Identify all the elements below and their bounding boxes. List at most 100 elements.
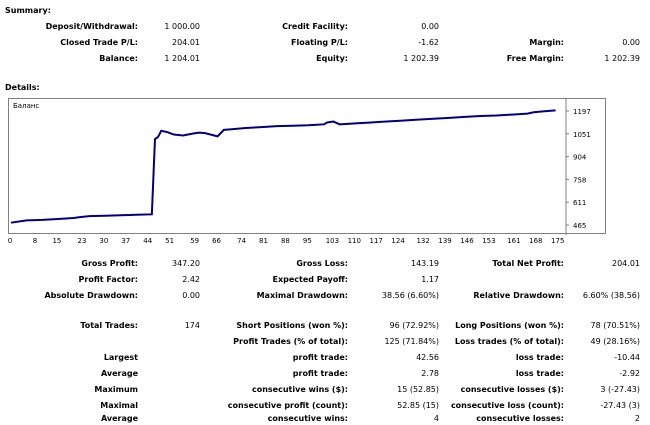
x-tick-label: 95 — [302, 237, 312, 245]
margin-value: 0.00 — [622, 38, 640, 47]
x-tick-label: 23 — [77, 237, 87, 245]
floating-value: -1.62 — [418, 38, 439, 47]
average-loss-label: loss trade: — [515, 369, 564, 378]
max-drawdown-value: 38.56 (6.60%) — [381, 291, 439, 300]
gross-profit-value: 347.20 — [172, 259, 200, 268]
x-tick-label: 161 — [507, 237, 521, 245]
largest-profit-label: profit trade: — [292, 353, 348, 362]
y-tick-label: 904 — [573, 154, 587, 162]
max-cons-losses-value: 3 (-27.43) — [600, 385, 640, 394]
average-profit-value: 2.78 — [421, 369, 439, 378]
x-tick-label: 103 — [325, 237, 340, 245]
x-tick-label: 132 — [416, 237, 430, 245]
balance-chart-svg: Баланс 465 611 758 904 1051 1197 — [10, 99, 591, 235]
average-label: Average — [100, 369, 138, 378]
expected-payoff-value: 1.17 — [421, 275, 439, 284]
y-tick-label: 758 — [573, 176, 586, 184]
equity-value: 1 202.39 — [403, 54, 439, 63]
net-profit-value: 204.01 — [612, 259, 640, 268]
balance-label: Balance: — [99, 54, 138, 63]
largest-loss-label: loss trade: — [515, 353, 564, 362]
details-title: Details: — [5, 83, 40, 92]
expected-payoff-label: Expected Payoff: — [272, 275, 348, 284]
abs-drawdown-value: 0.00 — [182, 291, 200, 300]
x-tick-label: 168 — [529, 237, 543, 245]
closed-pl-label: Closed Trade P/L: — [60, 38, 138, 47]
x-tick-label: 110 — [347, 237, 361, 245]
free-margin-value: 1 202.39 — [604, 54, 640, 63]
x-tick-label: 175 — [551, 237, 565, 245]
largest-loss-value: -10.44 — [614, 353, 640, 362]
x-tick-label: 146 — [460, 237, 474, 245]
long-positions-value: 78 (70.51%) — [590, 321, 640, 330]
maximum-label: Maximum — [94, 385, 138, 394]
gross-profit-label: Gross Profit: — [81, 259, 138, 268]
max-cons-wins-label: consecutive wins ($): — [251, 385, 348, 394]
x-tick-label: 74 — [237, 237, 247, 245]
average-cons-label: Average — [100, 414, 138, 423]
long-positions-label: Long Positions (won %): — [455, 321, 564, 330]
legend-series-label: Баланс — [13, 102, 39, 110]
margin-label: Margin: — [529, 38, 564, 47]
profit-trades-label: Profit Trades (% of total): — [233, 337, 348, 346]
abs-drawdown-label: Absolute Drawdown: — [44, 291, 138, 300]
y-tick-label: 1197 — [573, 108, 591, 116]
x-tick-label: 88 — [280, 237, 290, 245]
average-profit-label: profit trade: — [292, 369, 348, 378]
profit-factor-value: 2.42 — [182, 275, 200, 284]
x-tick-label: 0 — [7, 237, 13, 245]
loss-trades-value: 49 (28.16%) — [590, 337, 640, 346]
y-tick-label: 1051 — [573, 131, 591, 139]
balance-value: 1 204.01 — [164, 54, 200, 63]
avg-cons-wins-value: 4 — [433, 414, 439, 423]
maximal-label: Maximal — [100, 401, 138, 410]
max-drawdown-label: Maximal Drawdown: — [256, 291, 348, 300]
profit-trades-value: 125 (71.84%) — [384, 337, 439, 346]
x-tick-label: 139 — [438, 237, 452, 245]
x-tick-label: 15 — [52, 237, 62, 245]
x-tick-label: 44 — [143, 237, 153, 245]
x-tick-label: 30 — [99, 237, 109, 245]
maximal-cons-loss-value: -27.43 (3) — [600, 401, 640, 410]
x-tick-label: 153 — [482, 237, 496, 245]
short-positions-label: Short Positions (won %): — [236, 321, 348, 330]
x-tick-label: 59 — [190, 237, 200, 245]
x-tick-label: 124 — [391, 237, 405, 245]
average-loss-value: -2.92 — [619, 369, 640, 378]
summary-title: Summary: — [5, 6, 51, 15]
maximal-cons-profit-label: consecutive profit (count): — [227, 401, 348, 410]
largest-label: Largest — [103, 353, 138, 362]
x-tick-label: 51 — [165, 237, 175, 245]
avg-cons-losses-value: 2 — [634, 414, 640, 423]
short-positions-value: 96 (72.92%) — [389, 321, 439, 330]
profit-factor-label: Profit Factor: — [78, 275, 138, 284]
y-tick-label: 465 — [573, 222, 586, 230]
avg-cons-losses-label: consecutive losses: — [476, 414, 564, 423]
x-tick-label: 117 — [369, 237, 383, 245]
credit-label: Credit Facility: — [282, 22, 348, 31]
net-profit-label: Total Net Profit: — [492, 259, 564, 268]
y-tick-label: 611 — [573, 199, 586, 207]
total-trades-value: 174 — [184, 321, 200, 330]
free-margin-label: Free Margin: — [506, 54, 564, 63]
balance-chart: Баланс 465 611 758 904 1051 1197 — [8, 98, 606, 235]
gross-loss-label: Gross Loss: — [296, 259, 348, 268]
balance-series-line — [10, 109, 556, 224]
rel-drawdown-value: 6.60% (38.56) — [582, 291, 640, 300]
x-tick-label: 37 — [121, 237, 131, 245]
max-cons-losses-label: consecutive losses ($): — [460, 385, 564, 394]
deposit-value: 1 000.00 — [164, 22, 200, 31]
maximal-cons-profit-value: 52.85 (15) — [397, 401, 439, 410]
avg-cons-wins-label: consecutive wins: — [267, 414, 348, 423]
x-tick-label: 66 — [212, 237, 222, 245]
x-tick-label: 81 — [259, 237, 268, 245]
credit-value: 0.00 — [421, 22, 439, 31]
deposit-label: Deposit/Withdrawal: — [45, 22, 138, 31]
x-tick-label: 8 — [32, 237, 38, 245]
loss-trades-label: Loss trades (% of total): — [454, 337, 564, 346]
gross-loss-value: 143.19 — [411, 259, 439, 268]
total-trades-label: Total Trades: — [80, 321, 138, 330]
equity-label: Equity: — [316, 54, 348, 63]
floating-label: Floating P/L: — [291, 38, 348, 47]
rel-drawdown-label: Relative Drawdown: — [473, 291, 564, 300]
